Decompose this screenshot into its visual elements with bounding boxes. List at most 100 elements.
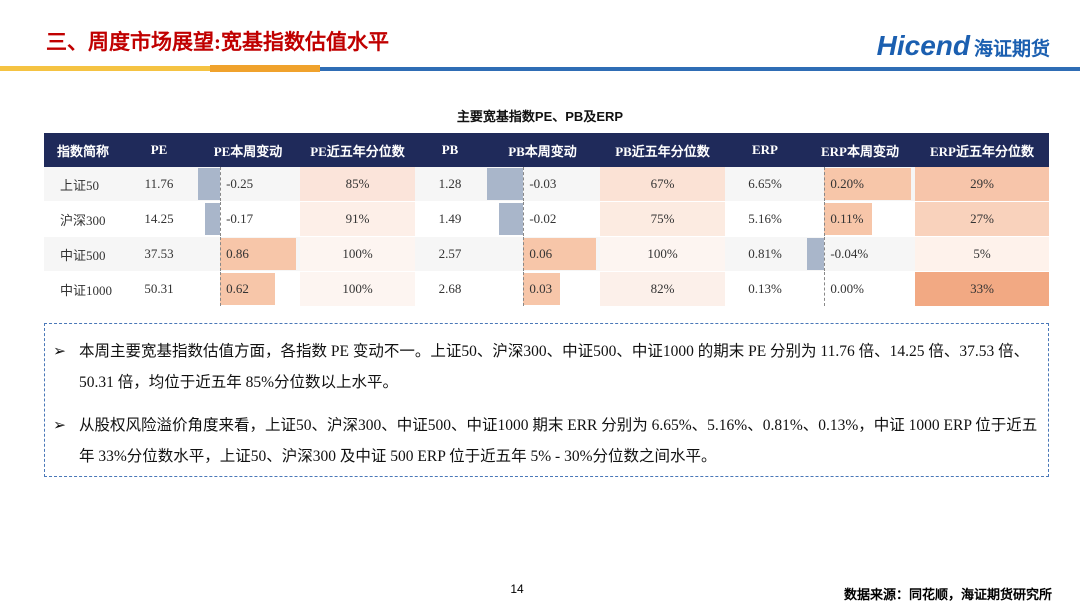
column-header: PE [122, 133, 196, 167]
note-text: 从股权风险溢价角度来看，上证50、沪深300、中证500、中证1000 期末 E… [79, 417, 1038, 465]
note: ➢ 从股权风险溢价角度来看，上证50、沪深300、中证500、中证1000 期末 … [53, 417, 1038, 465]
note: ➢ 本周主要宽基指数估值方面，各指数 PE 变动不一。上证50、沪深300、中证5… [53, 343, 1030, 391]
bar-axis [824, 167, 826, 201]
cell: 50.31 [122, 271, 196, 307]
bar-cell: -0.03 [485, 167, 600, 202]
cell: 100% [600, 236, 725, 272]
stripe [210, 65, 320, 72]
cell-text: 0.62 [226, 281, 249, 296]
valuation-table: 指数简称 PE PE本周变动 PE近五年分位数 PB PB本周变动 PB近五年分位数 ERP E… [44, 133, 1049, 307]
data-bar [499, 203, 524, 235]
column-header: PB [415, 133, 485, 167]
data-bar [487, 168, 524, 200]
table-row: 中证1000 50.31 0.62 100% 2.68 0.03 82% 0.13% 0.00%… [44, 271, 1049, 307]
table-row: 中证500 37.53 0.86 100% 2.57 0.06 100% 0.81% -0.04… [44, 236, 1049, 272]
index-name: 中证500 [44, 236, 122, 272]
header-row: 指数简称 PE PE本周变动 PE近五年分位数 PB PB本周变动 PB近五年分位数 ERP E… [44, 133, 1049, 167]
index-name: 上证50 [44, 167, 122, 202]
column-header: ERP本周变动 [805, 133, 915, 167]
cell-text: -0.17 [226, 211, 254, 226]
table-row: 上证50 11.76 -0.25 85% 1.28 -0.03 67% 6.65% 0.20% 2… [44, 167, 1049, 202]
cell-text: 0.11% [830, 211, 864, 226]
column-header: PE近五年分位数 [300, 133, 415, 167]
stripe [320, 67, 1080, 71]
data-bar [523, 238, 596, 270]
bar-axis [220, 237, 222, 271]
bar-axis [824, 272, 826, 306]
bar-axis [523, 237, 525, 271]
source: 数据来源：同花顺，海证期货研究所 [843, 587, 1052, 602]
logo: Hicend 海证期货 [877, 30, 1050, 62]
cell: 67% [600, 167, 725, 202]
bar-cell: 0.06 [485, 236, 600, 272]
cell: 2.57 [415, 236, 485, 272]
data-bar [220, 273, 275, 305]
index-name: 中证1000 [44, 271, 122, 307]
cell: 100% [300, 271, 415, 307]
cell: 29% [915, 167, 1049, 202]
bar-axis [523, 167, 525, 201]
page-number: 14 [510, 582, 524, 596]
data-bar [220, 238, 296, 270]
data-bar [198, 168, 221, 200]
cell-text: 0.06 [529, 246, 553, 261]
bar-cell: -0.04% [805, 236, 915, 272]
note-text: 本周主要宽基指数估值方面，各指数 PE 变动不一。上证50、沪深300、中证50… [79, 343, 1030, 391]
cell-text: -0.03 [529, 176, 557, 191]
column-header: ERP [725, 133, 805, 167]
bar-axis [220, 202, 222, 236]
cell: 14.25 [122, 201, 196, 237]
bar-cell: 0.00% [805, 271, 915, 307]
bar-axis [220, 272, 222, 306]
cell: 2.68 [415, 271, 485, 307]
bar-cell: -0.25 [196, 167, 300, 202]
logo-name: 海证期货 [973, 39, 1050, 60]
cell: 6.65% [725, 167, 805, 202]
index-name: 沪深300 [44, 201, 122, 237]
bar-axis [220, 167, 222, 201]
cell: 0.81% [725, 236, 805, 272]
column-header: 指数简称 [44, 133, 122, 167]
bar-cell: 0.11% [805, 201, 915, 237]
bar-axis [824, 237, 826, 271]
cell: 75% [600, 201, 725, 237]
cell-text: 0.00% [830, 281, 864, 296]
cell-text: -0.25 [226, 176, 254, 191]
cell: 5% [915, 236, 1049, 272]
cell: 27% [915, 201, 1049, 237]
table-title: 主要宽基指数PE、PB及ERP [456, 109, 624, 124]
cell-text: -0.04% [830, 246, 869, 261]
cell: 91% [300, 201, 415, 237]
bar-cell: 0.03 [485, 271, 600, 307]
stripe [0, 66, 210, 71]
cell-text: 0.20% [830, 176, 864, 191]
column-header: PE本周变动 [196, 133, 300, 167]
column-header: ERP近五年分位数 [915, 133, 1049, 167]
cell: 100% [300, 236, 415, 272]
slide-title: 三、周度市场展望:宽基指数估值水平 [46, 30, 389, 54]
bar-cell: -0.17 [196, 201, 300, 237]
bar-cell: -0.02 [485, 201, 600, 237]
bar-cell: 0.62 [196, 271, 300, 307]
logo-brand: Hicend [876, 30, 970, 61]
bar-cell: 0.86 [196, 236, 300, 272]
cell: 5.16% [725, 201, 805, 237]
cell: 82% [600, 271, 725, 307]
data-bar [824, 203, 872, 235]
cell: 1.28 [415, 167, 485, 202]
cell-text: -0.02 [529, 211, 557, 226]
cell: 0.13% [725, 271, 805, 307]
notes-box: ➢ 本周主要宽基指数估值方面，各指数 PE 变动不一。上证50、沪深300、中证5… [44, 323, 1049, 477]
cell: 33% [915, 271, 1049, 307]
cell: 1.49 [415, 201, 485, 237]
data-bar [824, 168, 911, 200]
bar-cell: 0.20% [805, 167, 915, 202]
column-header: PB近五年分位数 [600, 133, 725, 167]
data-bar [807, 238, 825, 270]
cell-text: 0.03 [529, 281, 553, 296]
cell: 85% [300, 167, 415, 202]
bar-axis [523, 202, 525, 236]
bar-axis [824, 202, 826, 236]
table-row: 沪深300 14.25 -0.17 91% 1.49 -0.02 75% 5.16% 0.11%… [44, 201, 1049, 237]
